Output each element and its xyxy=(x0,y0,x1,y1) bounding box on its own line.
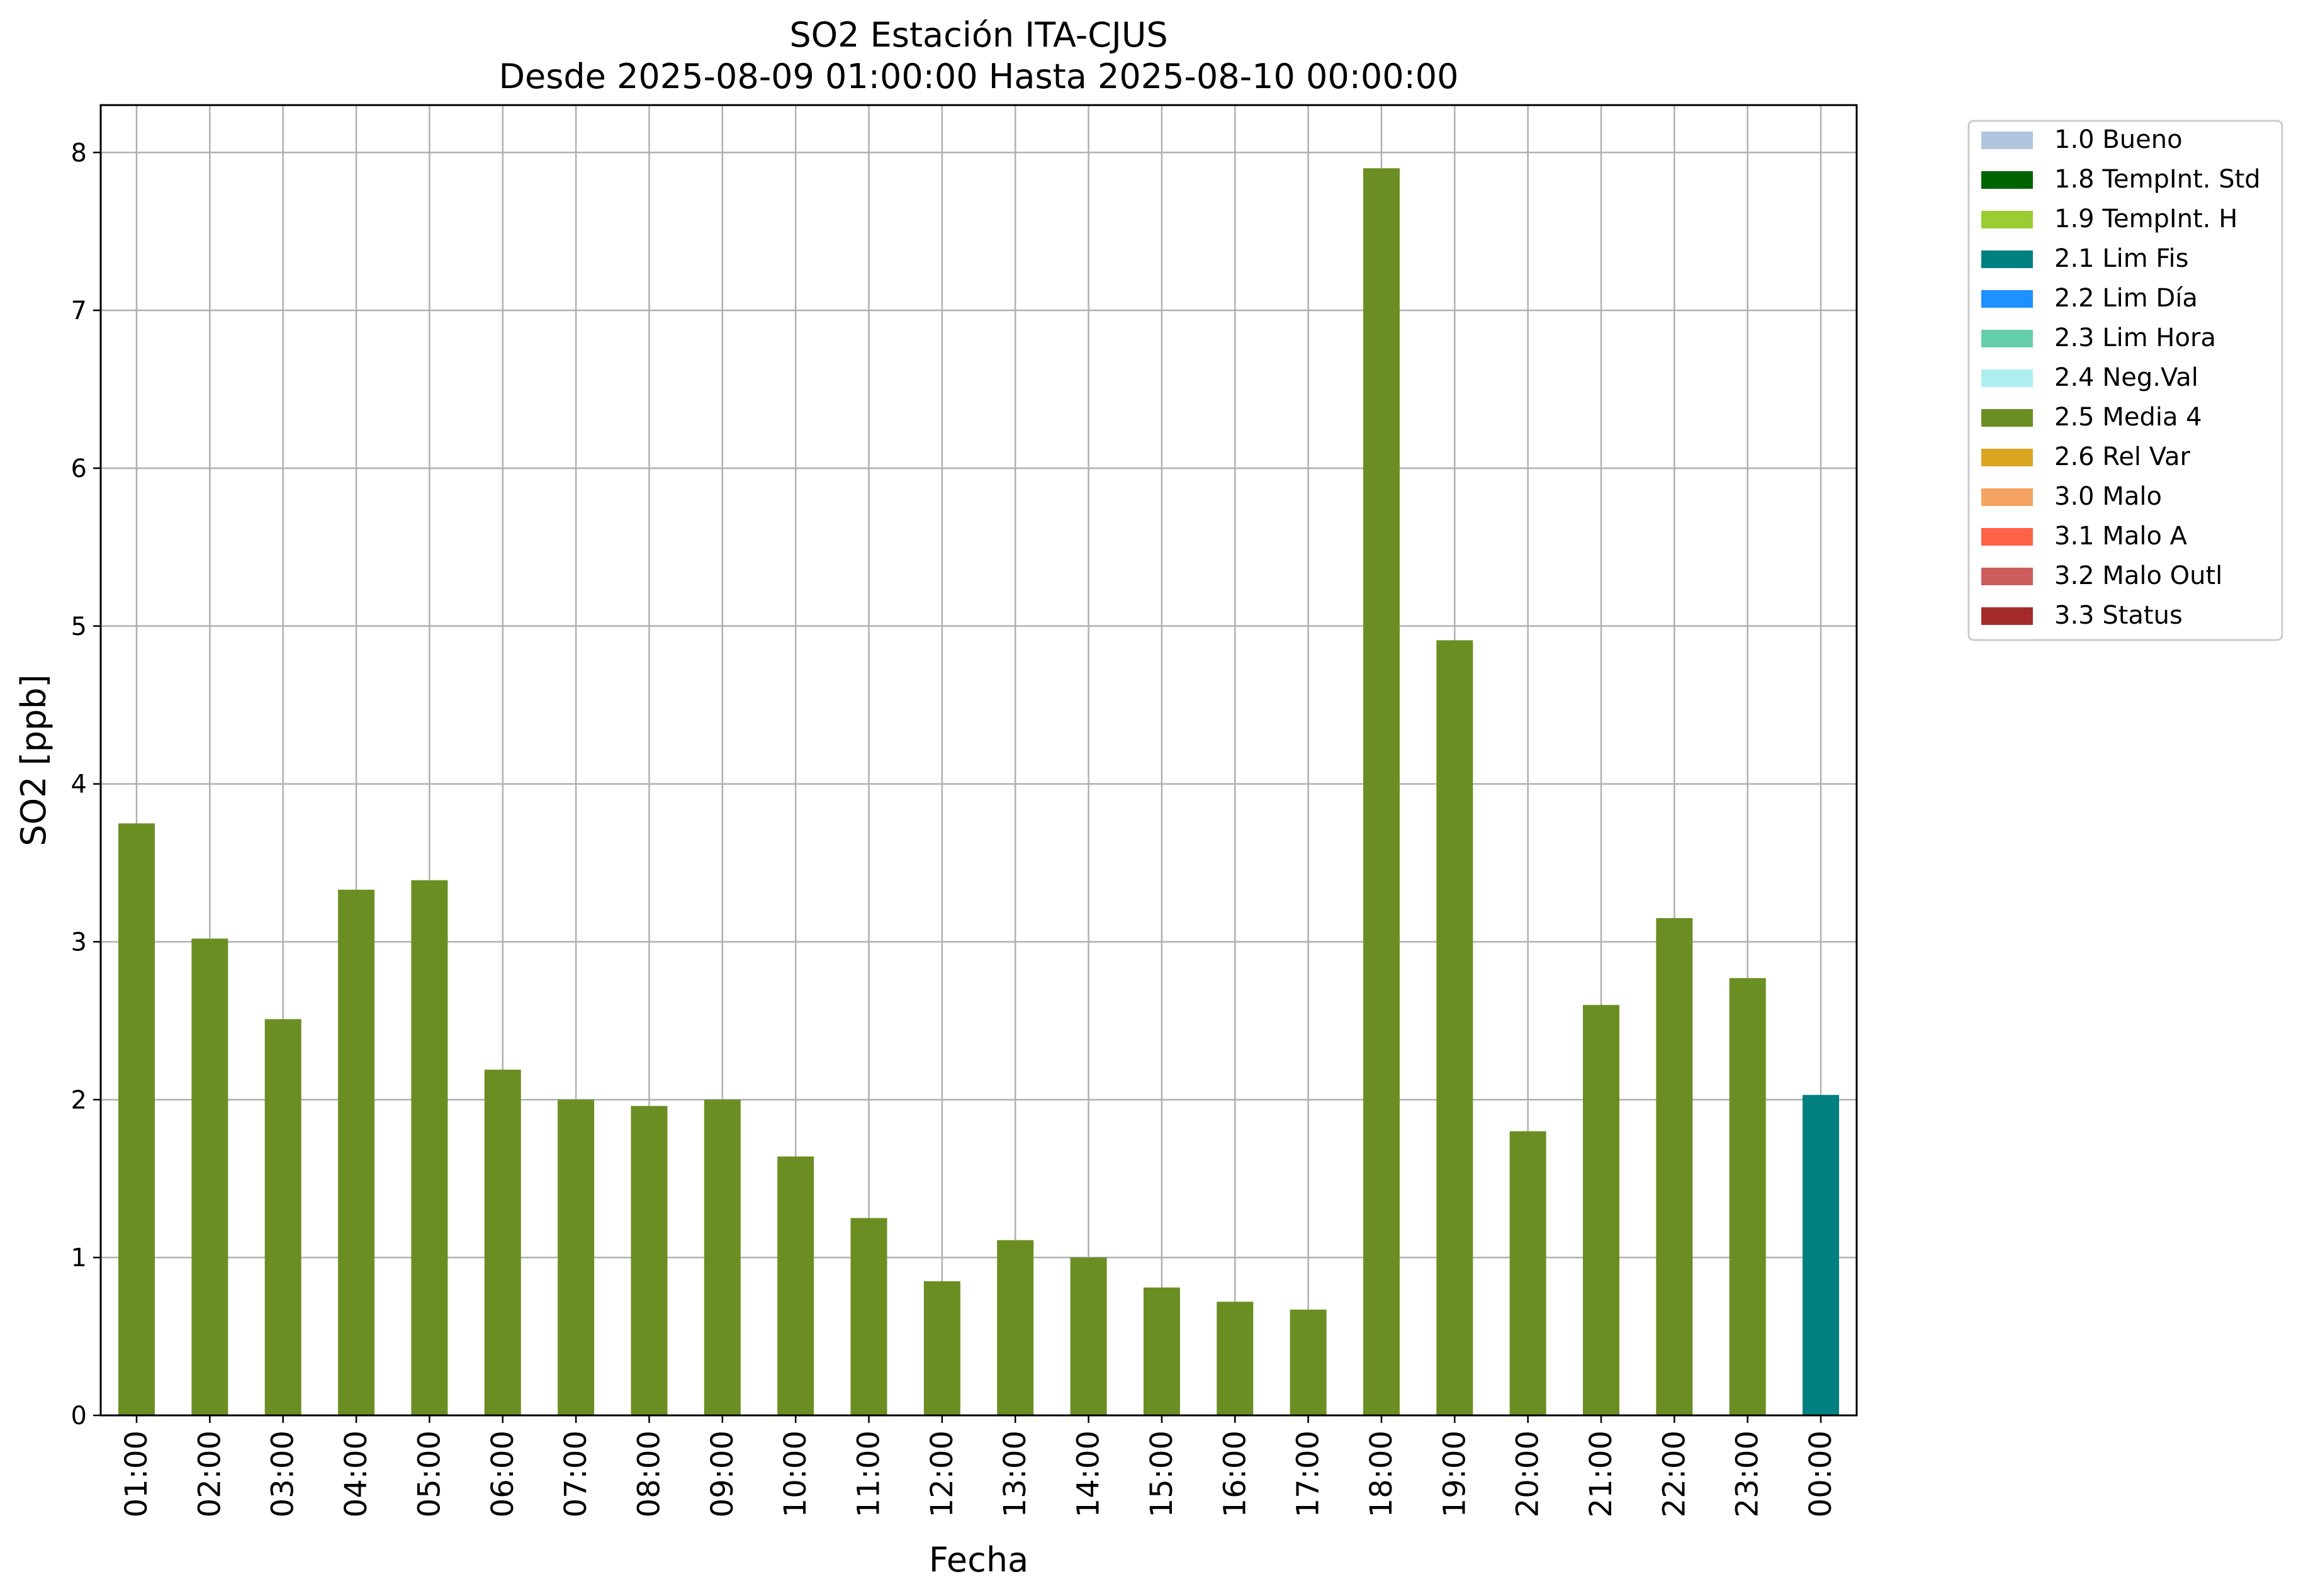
bar xyxy=(631,1106,668,1415)
legend-swatch xyxy=(1981,250,2033,268)
legend-label: 2.4 Neg.Val xyxy=(2054,363,2198,392)
bar xyxy=(191,938,228,1415)
x-tick-label: 20:00 xyxy=(1511,1430,1546,1517)
legend-label: 1.9 TempInt. H xyxy=(2054,205,2237,233)
x-tick-label: 03:00 xyxy=(266,1430,301,1517)
x-tick-label: 10:00 xyxy=(778,1430,813,1517)
bar xyxy=(1656,918,1693,1415)
x-tick-label: 22:00 xyxy=(1657,1430,1692,1517)
legend-swatch xyxy=(1981,290,2033,308)
y-tick-label: 0 xyxy=(71,1402,87,1430)
bar xyxy=(264,1019,301,1415)
bar xyxy=(1363,168,1400,1415)
y-tick-label: 6 xyxy=(71,454,87,483)
legend-label: 3.1 Malo A xyxy=(2054,522,2188,551)
legend-label: 2.6 Rel Var xyxy=(2054,442,2191,471)
x-tick-label: 21:00 xyxy=(1584,1430,1619,1517)
legend-swatch xyxy=(1981,132,2033,149)
x-axis-label: Fecha xyxy=(929,1540,1028,1580)
bar xyxy=(1436,640,1473,1415)
y-axis-label: SO2 [ppb] xyxy=(14,674,53,846)
chart-title: SO2 Estación ITA-CJUS xyxy=(789,15,1167,55)
legend-label: 2.5 Media 4 xyxy=(2054,403,2202,432)
legend-frame xyxy=(1967,120,2283,641)
x-tick-label: 04:00 xyxy=(339,1430,374,1517)
legend-swatch xyxy=(1981,568,2033,585)
legend-label: 2.3 Lim Hora xyxy=(2054,323,2216,352)
bar xyxy=(1217,1301,1254,1415)
legend-swatch xyxy=(1981,488,2033,506)
x-tick-label: 14:00 xyxy=(1071,1430,1106,1517)
legend-swatch xyxy=(1981,330,2033,347)
legend-label: 3.0 Malo xyxy=(2054,482,2162,511)
bar xyxy=(1290,1309,1327,1415)
plot-frame xyxy=(99,104,1858,1417)
y-tick-label: 2 xyxy=(71,1086,87,1115)
legend-label: 2.2 Lim Día xyxy=(2054,284,2198,313)
bar xyxy=(1729,978,1766,1415)
x-tick-label: 00:00 xyxy=(1803,1430,1838,1517)
x-tick-label: 18:00 xyxy=(1364,1430,1399,1517)
x-tick-label: 13:00 xyxy=(998,1430,1033,1517)
x-tick-label: 01:00 xyxy=(119,1430,154,1517)
legend: 1.0 Bueno 1.8 TempInt. Std 1.9 TempInt. H 2… xyxy=(1967,120,2283,641)
x-tick-label: 19:00 xyxy=(1437,1430,1472,1517)
legend-swatch xyxy=(1981,409,2033,427)
bar xyxy=(118,823,155,1415)
legend-swatch xyxy=(1981,211,2033,228)
legend-label: 1.0 Bueno xyxy=(2054,125,2183,154)
legend-swatch xyxy=(1981,369,2033,387)
bar xyxy=(997,1240,1034,1415)
bar xyxy=(850,1218,887,1415)
bar xyxy=(704,1099,741,1415)
bar xyxy=(1509,1131,1546,1415)
x-tick-label: 06:00 xyxy=(485,1430,520,1517)
x-tick-label: 02:00 xyxy=(192,1430,227,1517)
bar xyxy=(777,1156,814,1415)
legend-label: 1.8 TempInt. Std xyxy=(2054,165,2261,194)
x-tick-label: 09:00 xyxy=(705,1430,740,1517)
bar xyxy=(338,889,375,1415)
y-tick-label: 3 xyxy=(71,928,87,957)
bar xyxy=(558,1099,595,1415)
legend-swatch xyxy=(1981,171,2033,189)
bars xyxy=(118,168,1840,1415)
y-tick-label: 8 xyxy=(71,138,87,167)
y-axis-ticks: 0 1 2 3 4 5 6 7 8 xyxy=(71,138,101,1430)
bar xyxy=(1143,1287,1180,1415)
bar xyxy=(411,880,448,1415)
bar xyxy=(923,1281,960,1415)
legend-swatch xyxy=(1981,449,2033,466)
legend-swatch xyxy=(1981,607,2033,625)
y-tick-label: 4 xyxy=(71,770,87,799)
x-tick-label: 08:00 xyxy=(631,1430,667,1517)
bar xyxy=(484,1069,521,1415)
legend-swatch xyxy=(1981,528,2033,546)
legend-label: 3.3 Status xyxy=(2054,601,2183,630)
y-tick-label: 1 xyxy=(71,1244,87,1273)
x-tick-label: 05:00 xyxy=(412,1430,447,1517)
y-tick-label: 7 xyxy=(71,296,87,325)
legend-label: 3.2 Malo Outl xyxy=(2054,561,2222,590)
bar xyxy=(1070,1257,1107,1415)
x-axis-ticks: 01:00 02:00 03:00 04:00 05:00 06:00 07:00 08:00… xyxy=(119,1415,1838,1517)
y-tick-label: 5 xyxy=(71,612,87,641)
x-tick-label: 12:00 xyxy=(925,1430,960,1517)
bar xyxy=(1803,1094,1840,1415)
x-tick-label: 07:00 xyxy=(558,1430,594,1517)
x-tick-label: 15:00 xyxy=(1144,1430,1179,1517)
x-tick-label: 11:00 xyxy=(852,1430,887,1517)
x-tick-label: 16:00 xyxy=(1217,1430,1252,1517)
x-tick-label: 23:00 xyxy=(1730,1430,1765,1517)
x-tick-label: 17:00 xyxy=(1291,1430,1326,1517)
legend-label: 2.1 Lim Fis xyxy=(2054,244,2188,273)
bar xyxy=(1583,1004,1619,1415)
chart-subtitle: Desde 2025-08-09 01:00:00 Hasta 2025-08-… xyxy=(498,57,1458,96)
